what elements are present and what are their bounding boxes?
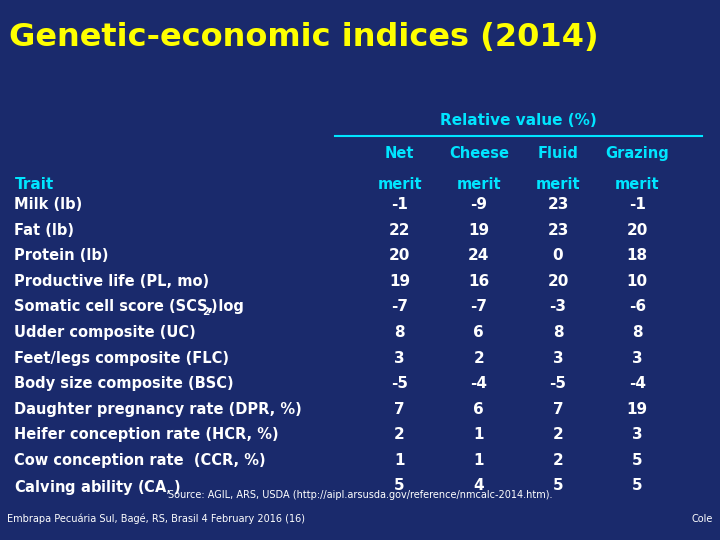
Text: 2: 2	[553, 427, 563, 442]
Text: 19: 19	[626, 402, 648, 417]
Text: -1: -1	[391, 197, 408, 212]
Text: Cow conception rate  (CCR, %): Cow conception rate (CCR, %)	[14, 453, 266, 468]
Text: 5: 5	[632, 453, 642, 468]
Text: Net: Net	[385, 146, 414, 161]
Text: 5: 5	[553, 478, 563, 494]
Text: -9: -9	[470, 197, 487, 212]
Text: Protein (lb): Protein (lb)	[14, 248, 109, 264]
Text: 18: 18	[626, 248, 648, 264]
Text: 2: 2	[395, 427, 405, 442]
Text: -5: -5	[549, 376, 567, 391]
Text: 19: 19	[389, 274, 410, 289]
Text: 1: 1	[474, 427, 484, 442]
Text: 24: 24	[468, 248, 490, 264]
Text: 10: 10	[626, 274, 648, 289]
Text: Fluid: Fluid	[538, 146, 578, 161]
Text: Cheese: Cheese	[449, 146, 509, 161]
Text: Productive life (PL, mo): Productive life (PL, mo)	[14, 274, 210, 289]
Text: 8: 8	[553, 325, 563, 340]
Text: Source: AGIL, ARS, USDA (http://aipl.arsusda.gov/reference/nmcalc-2014.htm).: Source: AGIL, ARS, USDA (http://aipl.ars…	[168, 490, 552, 500]
Text: 0: 0	[553, 248, 563, 264]
Text: merit: merit	[456, 177, 501, 192]
Text: Relative value (%): Relative value (%)	[440, 113, 597, 128]
Text: 1: 1	[395, 453, 405, 468]
Text: Genetic-economic indices (2014): Genetic-economic indices (2014)	[9, 22, 598, 53]
Text: -4: -4	[470, 376, 487, 391]
Text: 16: 16	[468, 274, 490, 289]
Text: merit: merit	[377, 177, 422, 192]
Text: -4: -4	[629, 376, 646, 391]
Text: 3: 3	[395, 350, 405, 366]
Text: Heifer conception rate (HCR, %): Heifer conception rate (HCR, %)	[14, 427, 279, 442]
Text: Calving ability (CA$, $): Calving ability (CA$, $)	[14, 478, 181, 497]
Text: 8: 8	[395, 325, 405, 340]
Text: ): )	[210, 300, 217, 314]
Text: 2: 2	[474, 350, 484, 366]
Text: 20: 20	[626, 223, 648, 238]
Text: 7: 7	[553, 402, 563, 417]
Text: Udder composite (UC): Udder composite (UC)	[14, 325, 196, 340]
Text: 2: 2	[553, 453, 563, 468]
Text: -7: -7	[470, 300, 487, 314]
Text: merit: merit	[615, 177, 660, 192]
Text: -6: -6	[629, 300, 646, 314]
Text: 6: 6	[474, 402, 484, 417]
Text: 20: 20	[389, 248, 410, 264]
Text: 20: 20	[547, 274, 569, 289]
Text: 5: 5	[395, 478, 405, 494]
Text: merit: merit	[536, 177, 580, 192]
Text: 6: 6	[474, 325, 484, 340]
Text: -7: -7	[391, 300, 408, 314]
Text: Milk (lb): Milk (lb)	[14, 197, 83, 212]
Text: 23: 23	[547, 223, 569, 238]
Text: 3: 3	[553, 350, 563, 366]
Text: 8: 8	[632, 325, 642, 340]
Text: Trait: Trait	[14, 177, 54, 192]
Text: Cole: Cole	[691, 514, 713, 524]
Text: 5: 5	[632, 478, 642, 494]
Text: Grazing: Grazing	[606, 146, 669, 161]
Text: -3: -3	[549, 300, 567, 314]
Text: 4: 4	[474, 478, 484, 494]
Text: Somatic cell score (SCS, log: Somatic cell score (SCS, log	[14, 300, 244, 314]
Text: 3: 3	[632, 427, 642, 442]
Text: -1: -1	[629, 197, 646, 212]
Text: 23: 23	[547, 197, 569, 212]
Text: Feet/legs composite (FLC): Feet/legs composite (FLC)	[14, 350, 230, 366]
Text: Embrapa Pecuária Sul, Bagé, RS, Brasil 4 February 2016 (16): Embrapa Pecuária Sul, Bagé, RS, Brasil 4…	[7, 514, 305, 524]
Text: -5: -5	[391, 376, 408, 391]
Text: 7: 7	[395, 402, 405, 417]
Text: 19: 19	[468, 223, 490, 238]
Text: Fat (lb): Fat (lb)	[14, 223, 74, 238]
Text: 22: 22	[389, 223, 410, 238]
Text: 1: 1	[474, 453, 484, 468]
Text: Daughter pregnancy rate (DPR, %): Daughter pregnancy rate (DPR, %)	[14, 402, 302, 417]
Text: 2: 2	[202, 307, 209, 317]
Text: Body size composite (BSC): Body size composite (BSC)	[14, 376, 234, 391]
Text: 3: 3	[632, 350, 642, 366]
